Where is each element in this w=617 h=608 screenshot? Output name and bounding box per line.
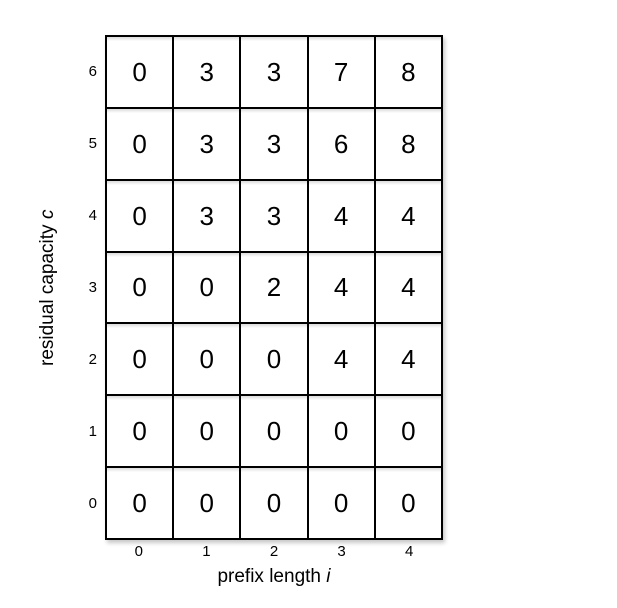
y-tick-6: 6	[88, 62, 97, 80]
table-cell: 0	[306, 466, 376, 540]
table-row: 0 0 2 4 4	[104, 250, 444, 325]
table-cell: 0	[373, 466, 444, 540]
x-tick-0: 0	[134, 543, 143, 560]
y-axis-title: residual capacity c	[34, 35, 62, 540]
table-cell: 0	[172, 322, 242, 397]
table-cell: 3	[172, 106, 242, 181]
table-cell: 4	[373, 322, 444, 397]
table-row: 0 3 3 6 8	[104, 106, 444, 181]
x-tick-2: 2	[269, 543, 279, 560]
table-cell: 6	[306, 106, 376, 181]
table-row: 0 0 0 4 4	[104, 322, 444, 397]
table-cell: 8	[373, 106, 444, 181]
x-axis-title: prefix length i	[105, 566, 443, 588]
dp-value-grid: 0 3 3 7 8 0 3 3 6 8 0 3 3 4 4 0 0 2 4 4	[104, 35, 444, 540]
table-row: 0 0 0 0 0	[104, 466, 444, 540]
table-cell: 8	[373, 35, 444, 109]
y-tick-3: 3	[88, 278, 97, 296]
table-cell: 4	[306, 322, 376, 397]
table-cell: 0	[104, 178, 175, 253]
table-cell: 3	[172, 35, 242, 109]
table-cell: 7	[306, 35, 376, 109]
table-cell: 4	[373, 178, 444, 253]
y-tick-1: 1	[88, 423, 97, 441]
table-cell: 0	[104, 106, 175, 181]
y-tick-0: 0	[88, 495, 97, 513]
table-cell: 0	[373, 394, 444, 469]
x-axis-title-text: prefix length	[217, 566, 321, 587]
table-cell: 3	[239, 178, 309, 253]
table-cell: 4	[306, 178, 376, 253]
table-cell: 3	[172, 178, 242, 253]
x-axis-ticks: 0 1 2 3 4	[105, 543, 443, 561]
table-cell: 4	[306, 250, 376, 325]
y-axis-variable: c	[37, 209, 58, 219]
table-cell: 4	[373, 250, 444, 325]
x-tick-4: 4	[405, 543, 414, 560]
table-cell: 2	[239, 250, 309, 325]
y-axis-ticks: 6 5 4 3 2 1 0	[70, 35, 100, 540]
table-cell: 0	[172, 394, 242, 469]
table-row: 0 0 0 0 0	[104, 394, 444, 469]
table-cell: 0	[239, 466, 309, 540]
table-cell: 0	[104, 466, 175, 540]
table-cell: 0	[104, 394, 175, 469]
table-cell: 0	[172, 250, 242, 325]
y-tick-4: 4	[88, 206, 97, 224]
table-cell: 0	[239, 322, 309, 397]
table-cell: 3	[239, 35, 309, 109]
x-tick-1: 1	[202, 543, 211, 560]
table-cell: 0	[104, 35, 175, 109]
table-cell: 0	[239, 394, 309, 469]
table-cell: 0	[104, 250, 175, 325]
table-cell: 0	[104, 322, 175, 397]
x-tick-3: 3	[337, 543, 346, 560]
x-axis-variable: i	[326, 566, 331, 587]
table-cell: 3	[239, 106, 309, 181]
table-cell: 0	[306, 394, 376, 469]
table-row: 0 3 3 4 4	[104, 178, 444, 253]
table-row: 0 3 3 7 8	[104, 35, 444, 109]
y-tick-5: 5	[88, 134, 97, 152]
y-tick-2: 2	[88, 351, 97, 369]
y-axis-title-text: residual capacity	[37, 224, 58, 366]
table-cell: 0	[172, 466, 242, 540]
